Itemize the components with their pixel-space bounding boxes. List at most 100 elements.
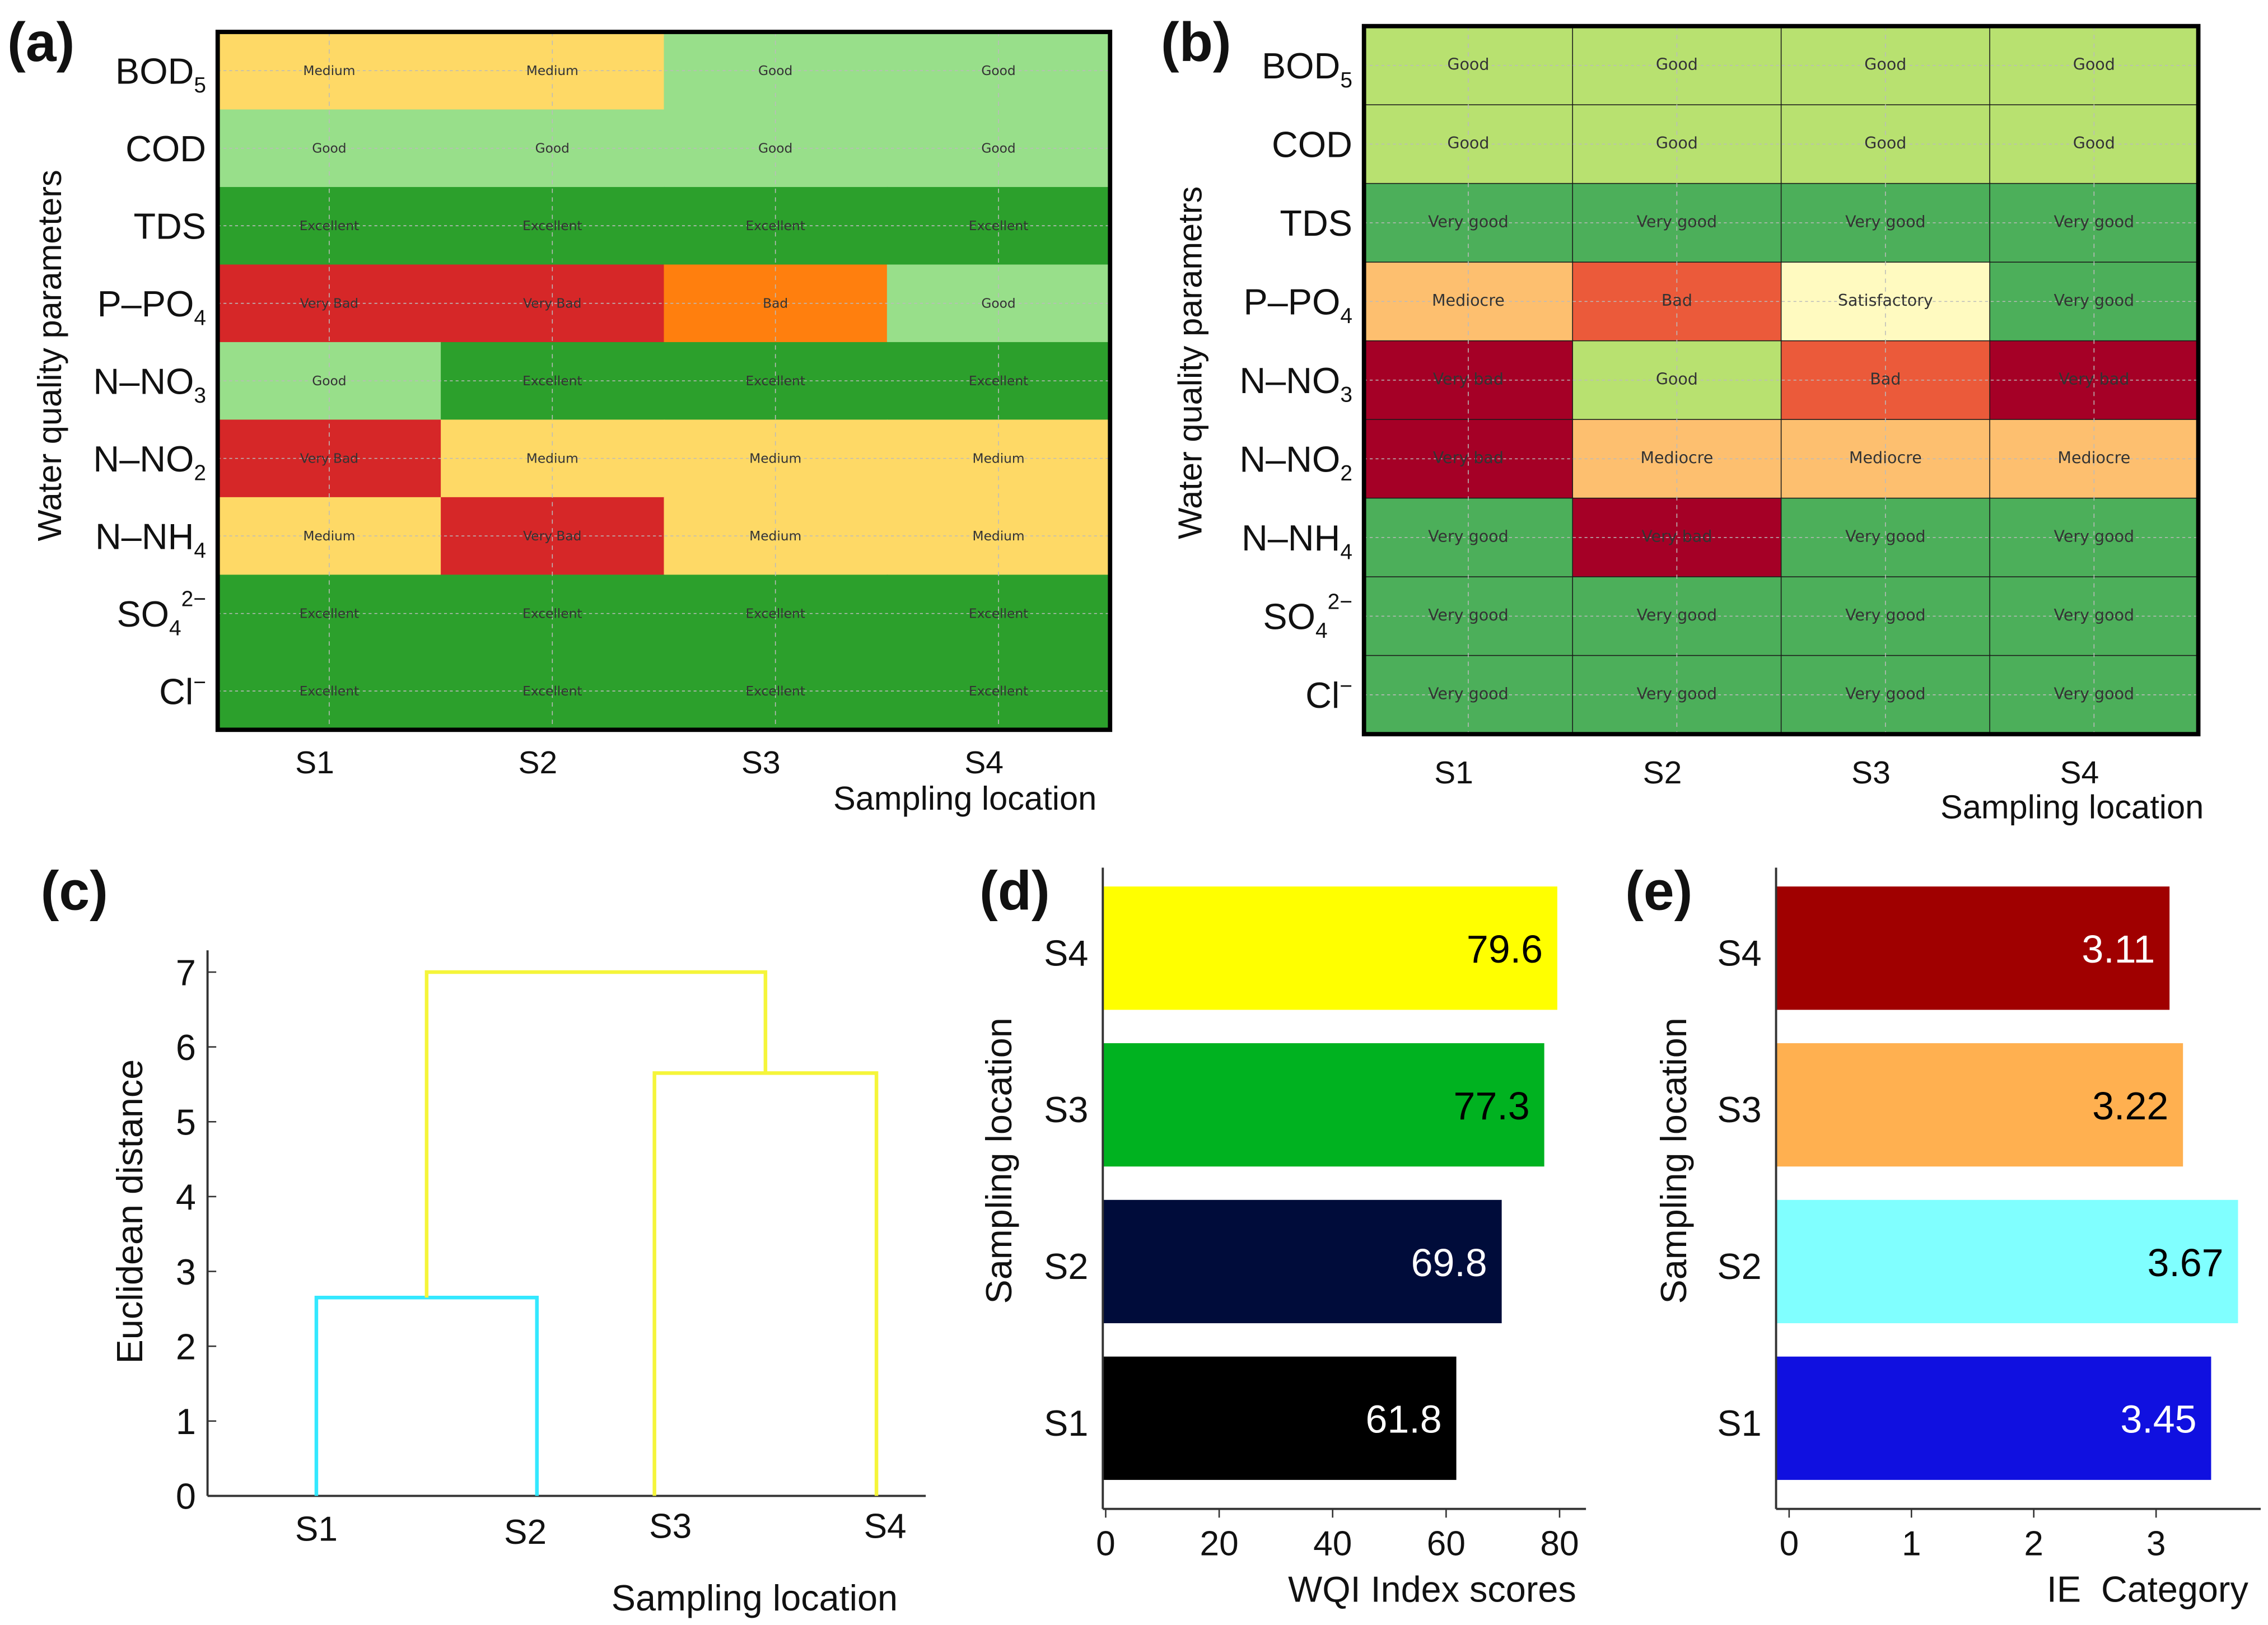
heatmap-cell: [1572, 340, 1782, 421]
x-axis-label: Sampling location: [612, 1577, 898, 1618]
x-axis-label: Sampling location: [1940, 788, 2204, 825]
heatmap-cell: [1989, 655, 2200, 736]
row-label: N–NO3: [93, 361, 206, 408]
y-tick-label: S2: [1717, 1246, 1761, 1287]
row-label: Cl−: [1305, 674, 1352, 716]
cell-label: Good: [2073, 134, 2115, 152]
bar-value-label: 3.67: [2147, 1241, 2223, 1285]
dendrogram-panel-c: (c) 0 1 2 3 4 5 6 7 S1 S2 S3 S4 Sampling location Eucl…: [41, 860, 926, 1618]
heatmap-cell: [1989, 340, 2200, 421]
cell-label: Excellent: [969, 218, 1028, 234]
y-tick-label: S1: [1044, 1403, 1088, 1444]
x-tick-label: S2: [504, 1513, 547, 1552]
row-label-base: P–PO: [1244, 282, 1341, 323]
row-label-sub: 4: [194, 539, 206, 563]
cell-label: Excellent: [745, 684, 805, 699]
x-tick-label: 80: [1540, 1525, 1579, 1563]
cell-label: Good: [2073, 55, 2115, 74]
row-label-base: N–NO: [93, 438, 194, 479]
row-label-sub: 4: [1340, 540, 1352, 564]
y-tick-label: S1: [1717, 1403, 1761, 1444]
row-label-sup: 2−: [181, 587, 206, 611]
row-label-base: TDS: [1280, 203, 1352, 244]
bar-value-label: 79.6: [1467, 927, 1543, 971]
y-axis-label: Water quality parametrs: [1171, 186, 1208, 539]
cell-label: Very good: [1845, 213, 1926, 231]
cell-label: Excellent: [745, 373, 805, 389]
cell-label: Medium: [526, 451, 578, 466]
heatmap-cell: [1780, 655, 1991, 736]
cell-label: Very bad: [1433, 449, 1504, 467]
cell-label: Medium: [303, 63, 355, 78]
cell-label: Medium: [526, 63, 578, 78]
cell-label: Excellent: [522, 218, 582, 234]
bar-value-label: 3.11: [2082, 927, 2155, 971]
cell-label: Very good: [1845, 685, 1926, 703]
cell-label: Excellent: [300, 684, 359, 699]
heatmap-cell: [441, 497, 665, 576]
cell-label: Very bad: [1433, 370, 1504, 389]
row-label-sub: 2: [194, 461, 206, 485]
x-tick-label: 0: [1096, 1525, 1116, 1563]
y-tick-label: 7: [176, 952, 196, 993]
heatmap-cell: [1572, 655, 1782, 736]
bar-value-label: 3.22: [2092, 1084, 2168, 1128]
x-axis-label: IE Category: [2047, 1569, 2249, 1610]
y-tick-label: S2: [1044, 1246, 1088, 1287]
row-label-sub: 3: [194, 384, 206, 408]
row-label: COD: [1272, 124, 1352, 165]
heatmap-cell: [1780, 183, 1991, 264]
y-tick-label: 5: [176, 1102, 196, 1143]
dendrogram-link: [314, 1296, 539, 1496]
column-label: S2: [1643, 755, 1682, 791]
row-label-base: BOD: [1262, 45, 1340, 86]
bar-S1: [1776, 1356, 2211, 1480]
cell-label: Good: [758, 141, 792, 156]
cell-label: Very Bad: [300, 451, 358, 466]
heatmap-panel-a: (a) Medium Medium Good Good Good Good Good Good E…: [7, 11, 1113, 817]
y-tick-label: 2: [176, 1326, 196, 1367]
row-label-base: COD: [125, 128, 206, 169]
cell-label: Good: [312, 373, 346, 389]
row-label-sub: 2: [1340, 461, 1352, 485]
x-tick-label: S3: [649, 1507, 692, 1546]
y-axis-label: Sampling location: [978, 1017, 1019, 1304]
heatmap-cell: [1989, 183, 2200, 264]
row-label: N–NO2: [93, 438, 206, 485]
row-label-sup: −: [1340, 674, 1352, 698]
cell-label: Mediocre: [1849, 449, 1922, 467]
y-tick-label: S3: [1044, 1089, 1088, 1130]
row-label: COD: [125, 128, 206, 169]
bar-panel-e: (e) 3.45 S1 3.67 S2 3.22 S3 3.11 S4 0 1 2 3 IE Catego…: [1625, 860, 2261, 1610]
row-label-base: N–NH: [1242, 517, 1340, 558]
row-label-base: TDS: [133, 206, 206, 247]
row-label-base: N–NO: [93, 361, 194, 401]
row-label-sub: 5: [194, 73, 206, 97]
cell-label: Very good: [2054, 213, 2135, 231]
y-tick-label: 0: [176, 1476, 196, 1517]
y-tick-label: S3: [1717, 1089, 1761, 1130]
dendrogram-link: [424, 970, 768, 1298]
heatmap-cell: [1780, 419, 1991, 499]
heatmap-cell: [1780, 497, 1991, 578]
panel-label: (c): [41, 860, 108, 922]
row-label: BOD5: [1262, 45, 1352, 92]
row-label-base: N–NO: [1239, 360, 1340, 401]
x-tick-label: 1: [1902, 1525, 1921, 1563]
x-axis-label: Sampling location: [833, 779, 1096, 817]
cell-label: Very good: [2054, 527, 2135, 546]
plot-frame: [1361, 24, 2201, 736]
cell-label: Very good: [1428, 213, 1509, 231]
column-label: S1: [295, 745, 334, 781]
cell-label: Mediocre: [1640, 449, 1713, 467]
cell-label: Bad: [1870, 370, 1901, 389]
bar-value-label: 3.45: [2120, 1398, 2196, 1441]
cell-label: Good: [981, 296, 1015, 311]
x-tick-label: 40: [1313, 1525, 1352, 1563]
row-label-base: N–NO: [1239, 439, 1340, 480]
bar-value-label: 77.3: [1454, 1084, 1530, 1128]
cell-label: Very Bad: [300, 296, 358, 311]
y-axis-label: Euclidean distance: [109, 1059, 150, 1364]
y-tick-label: S4: [1044, 932, 1088, 973]
cell-label: Very good: [1428, 606, 1509, 624]
